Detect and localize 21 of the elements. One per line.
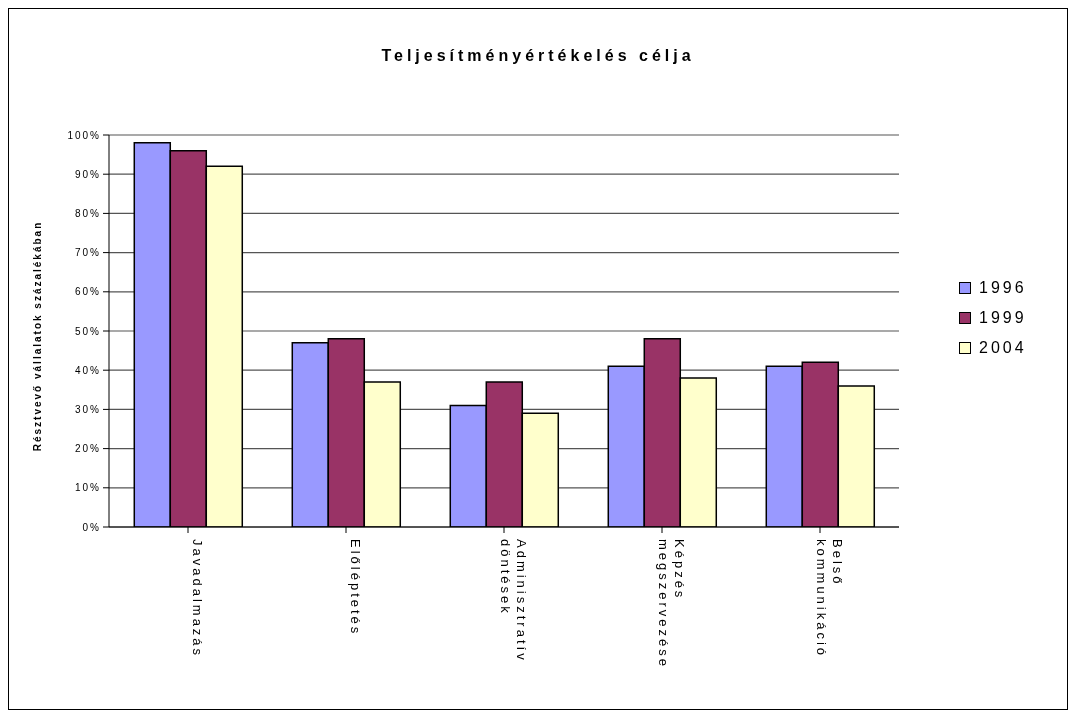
- y-tick-label: 80%: [74, 207, 101, 219]
- legend-label: 1999: [979, 309, 1027, 327]
- x-tick-label: Adminisztratív döntések: [498, 539, 529, 663]
- x-tick-label: Belső kommunikáció: [814, 539, 845, 659]
- y-tick-label: 20%: [74, 443, 101, 455]
- x-tick-label: Javadalmazás: [190, 539, 205, 659]
- y-tick-label: 60%: [74, 286, 101, 298]
- x-tick-label: Képzés megszervezése: [656, 539, 687, 670]
- y-tick-label: 0%: [82, 521, 101, 533]
- y-tick-label: 70%: [74, 247, 101, 259]
- y-axis-title: Résztvevő vállalatok százalékában: [31, 220, 43, 452]
- legend-label: 2004: [979, 339, 1027, 357]
- y-tick-label: 90%: [74, 168, 101, 180]
- y-tick-label: 100%: [67, 129, 101, 141]
- y-tick-label: 10%: [74, 482, 101, 494]
- x-tick-label: Előléptetés: [348, 539, 363, 637]
- chart-title: Teljesítményértékelés célja: [380, 47, 696, 65]
- y-tick-label: 30%: [74, 403, 101, 415]
- y-tick-label: 50%: [74, 325, 101, 337]
- y-tick-label: 40%: [74, 364, 101, 376]
- legend-label: 1996: [979, 279, 1027, 297]
